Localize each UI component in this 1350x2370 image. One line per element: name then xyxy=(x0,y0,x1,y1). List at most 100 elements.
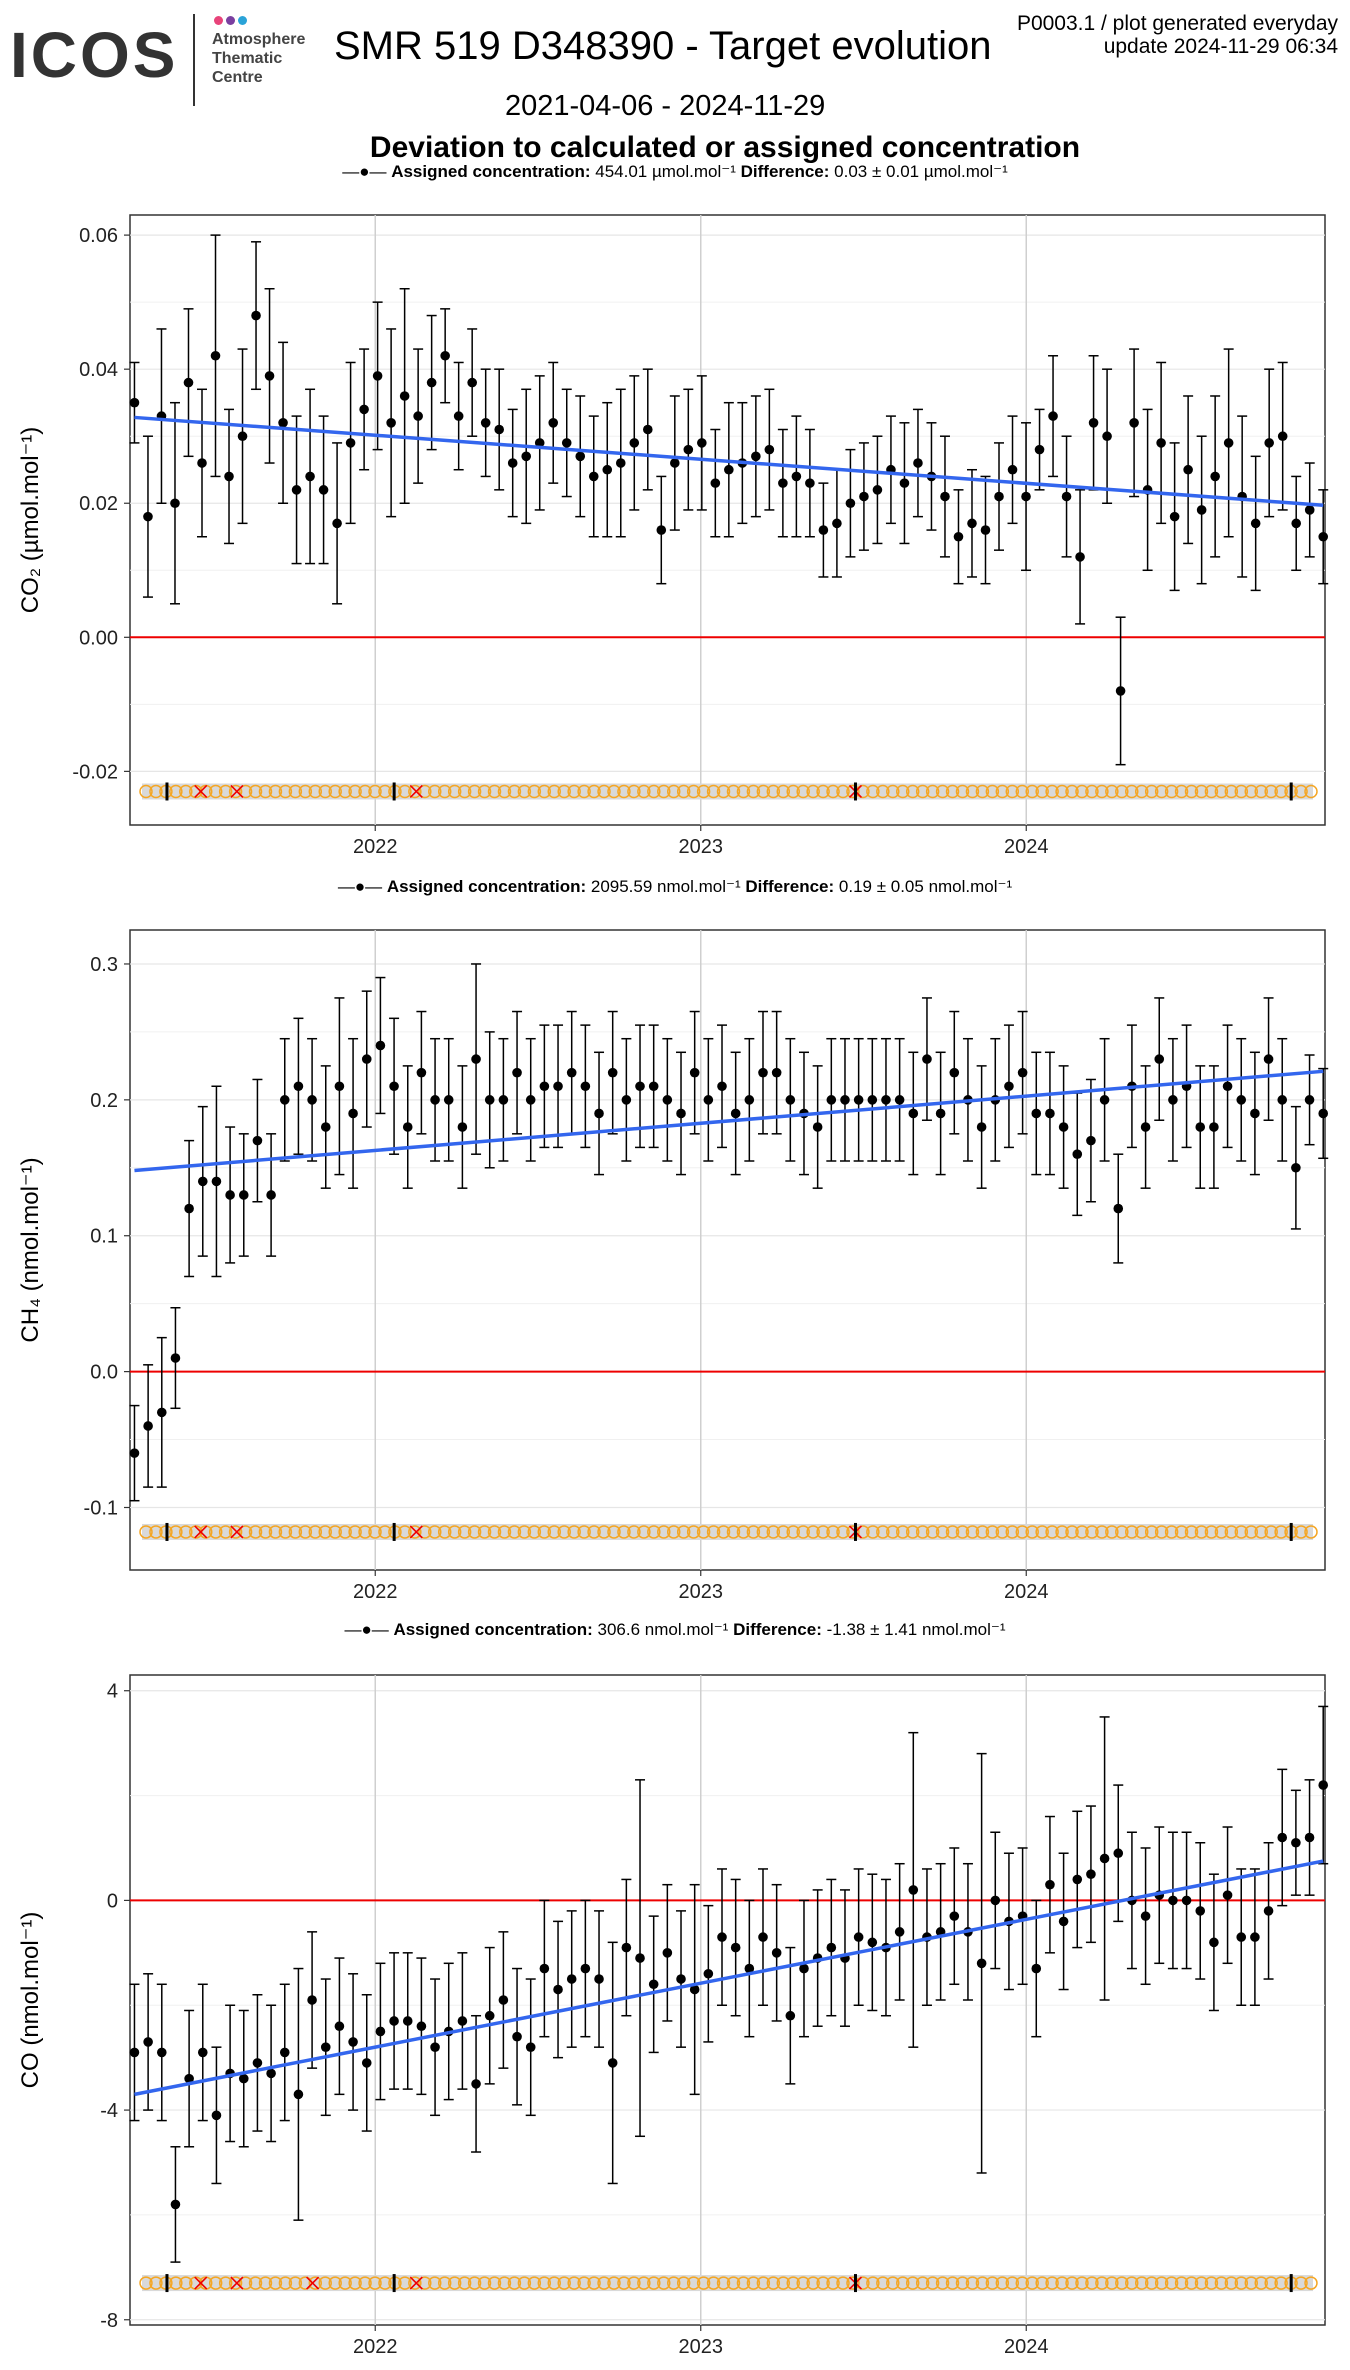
data-point xyxy=(662,1883,673,2022)
point-marker xyxy=(908,1885,919,1895)
data-point xyxy=(440,308,451,404)
flag-marker-ok xyxy=(597,784,611,799)
flag-marker-ok xyxy=(1224,1525,1239,1539)
flag-marker-ok xyxy=(587,2276,601,2290)
point-marker xyxy=(345,438,356,448)
flag-marker-ok xyxy=(806,2276,820,2290)
point-marker xyxy=(881,1095,891,1105)
flag-marker-ok xyxy=(1075,1525,1089,1539)
point-marker xyxy=(484,1095,495,1105)
data-point xyxy=(703,1037,714,1162)
plot-area xyxy=(129,929,1326,1571)
flag-marker-ok xyxy=(1065,784,1079,799)
flag-marker-ok xyxy=(577,2276,591,2290)
flag-marker-ok xyxy=(1015,1525,1029,1539)
flag-marker-ok xyxy=(1234,784,1249,799)
flag-marker-ok xyxy=(527,784,542,799)
x-tick-label: 2024 xyxy=(1004,836,1049,858)
data-point xyxy=(607,1941,618,2185)
flag-marker-ok xyxy=(1164,2276,1179,2290)
flag-marker-ok xyxy=(836,784,850,799)
data-point xyxy=(1277,361,1288,511)
flag-marker-ok xyxy=(876,784,890,799)
data-point xyxy=(1304,1779,1315,1896)
data-point xyxy=(629,375,640,511)
legend-point-symbol: —●— xyxy=(344,1620,393,1639)
flag-marker-ok xyxy=(308,2276,323,2290)
data-point xyxy=(345,361,356,525)
flag-marker-ok xyxy=(487,1525,502,1539)
flag-marker-ok xyxy=(278,784,293,799)
flag-marker-ok xyxy=(696,1525,711,1539)
data-point xyxy=(238,1133,249,1257)
flag-marker-ok xyxy=(1085,2276,1099,2290)
flag-marker-ok xyxy=(886,2276,900,2290)
point-marker xyxy=(170,1353,181,1363)
flag-marker-ok xyxy=(1065,2276,1079,2290)
point-marker xyxy=(170,498,180,509)
flag-marker-ok xyxy=(1065,1525,1079,1539)
data-point xyxy=(845,448,856,558)
flag-marker-ok xyxy=(617,1525,631,1539)
data-point xyxy=(935,1051,946,1176)
flag-marker-ok xyxy=(945,2276,960,2290)
flag-marker-ok xyxy=(169,1525,183,1539)
point-marker xyxy=(566,1974,577,1984)
data-point xyxy=(615,388,626,538)
flag-marker-ok xyxy=(368,1525,382,1539)
data-point xyxy=(853,1037,864,1162)
flag-marker-ok xyxy=(308,1525,323,1539)
flag-marker-ok xyxy=(1294,784,1308,799)
data-point xyxy=(1236,1868,1247,2006)
data-point xyxy=(744,1037,755,1162)
point-marker xyxy=(1045,1108,1055,1119)
point-marker xyxy=(1222,1081,1233,1092)
data-point xyxy=(224,408,235,545)
flag-marker-ok xyxy=(1234,2276,1249,2290)
data-point xyxy=(291,415,302,565)
flag-marker-ok xyxy=(547,784,561,799)
flag-marker-ok xyxy=(238,1525,253,1539)
flag-marker-ok xyxy=(408,2276,422,2290)
data-point xyxy=(717,1024,728,1149)
y-tick-label: 4 xyxy=(107,1681,118,1703)
flag-marker-ok xyxy=(826,2276,840,2290)
point-marker xyxy=(426,377,437,388)
flag-marker-rejected xyxy=(194,1525,208,1539)
flag-marker-rejected xyxy=(409,2276,423,2290)
point-marker xyxy=(1168,1095,1178,1105)
page-title: SMR 519 D348390 - Target evolution xyxy=(334,24,992,68)
point-marker xyxy=(588,471,599,482)
data-point xyxy=(334,997,345,1176)
data-point xyxy=(512,1010,523,1135)
x-tick-label: 2022 xyxy=(353,2336,398,2358)
point-marker xyxy=(751,451,761,462)
point-marker xyxy=(764,444,775,455)
flag-marker-ok xyxy=(1194,1525,1209,1539)
data-point xyxy=(334,1957,345,2096)
y-tick-label: 0.0 xyxy=(90,1362,118,1384)
data-point xyxy=(332,442,343,605)
point-marker xyxy=(607,1067,618,1078)
data-point xyxy=(757,1868,768,2006)
point-marker xyxy=(717,1081,727,1092)
point-marker xyxy=(867,1937,878,1948)
flag-marker-ok xyxy=(726,784,741,799)
flag-marker-ok xyxy=(915,1525,930,1539)
point-marker xyxy=(594,1108,604,1119)
flag-marker-ok xyxy=(1214,1525,1229,1539)
point-marker xyxy=(430,2042,440,2052)
flag-marker-ok xyxy=(467,784,482,799)
flag-marker-ok xyxy=(965,1525,980,1539)
point-marker xyxy=(291,485,302,495)
flag-marker-ok xyxy=(627,784,641,799)
data-point xyxy=(539,1024,550,1149)
flag-marker-ok xyxy=(298,1525,313,1539)
data-point xyxy=(921,997,932,1121)
data-point xyxy=(266,2004,277,2143)
data-point xyxy=(1034,408,1045,491)
flag-marker-ok xyxy=(487,2276,502,2290)
flag-marker-ok xyxy=(517,784,532,799)
point-marker xyxy=(840,1095,850,1105)
point-marker xyxy=(318,485,329,495)
